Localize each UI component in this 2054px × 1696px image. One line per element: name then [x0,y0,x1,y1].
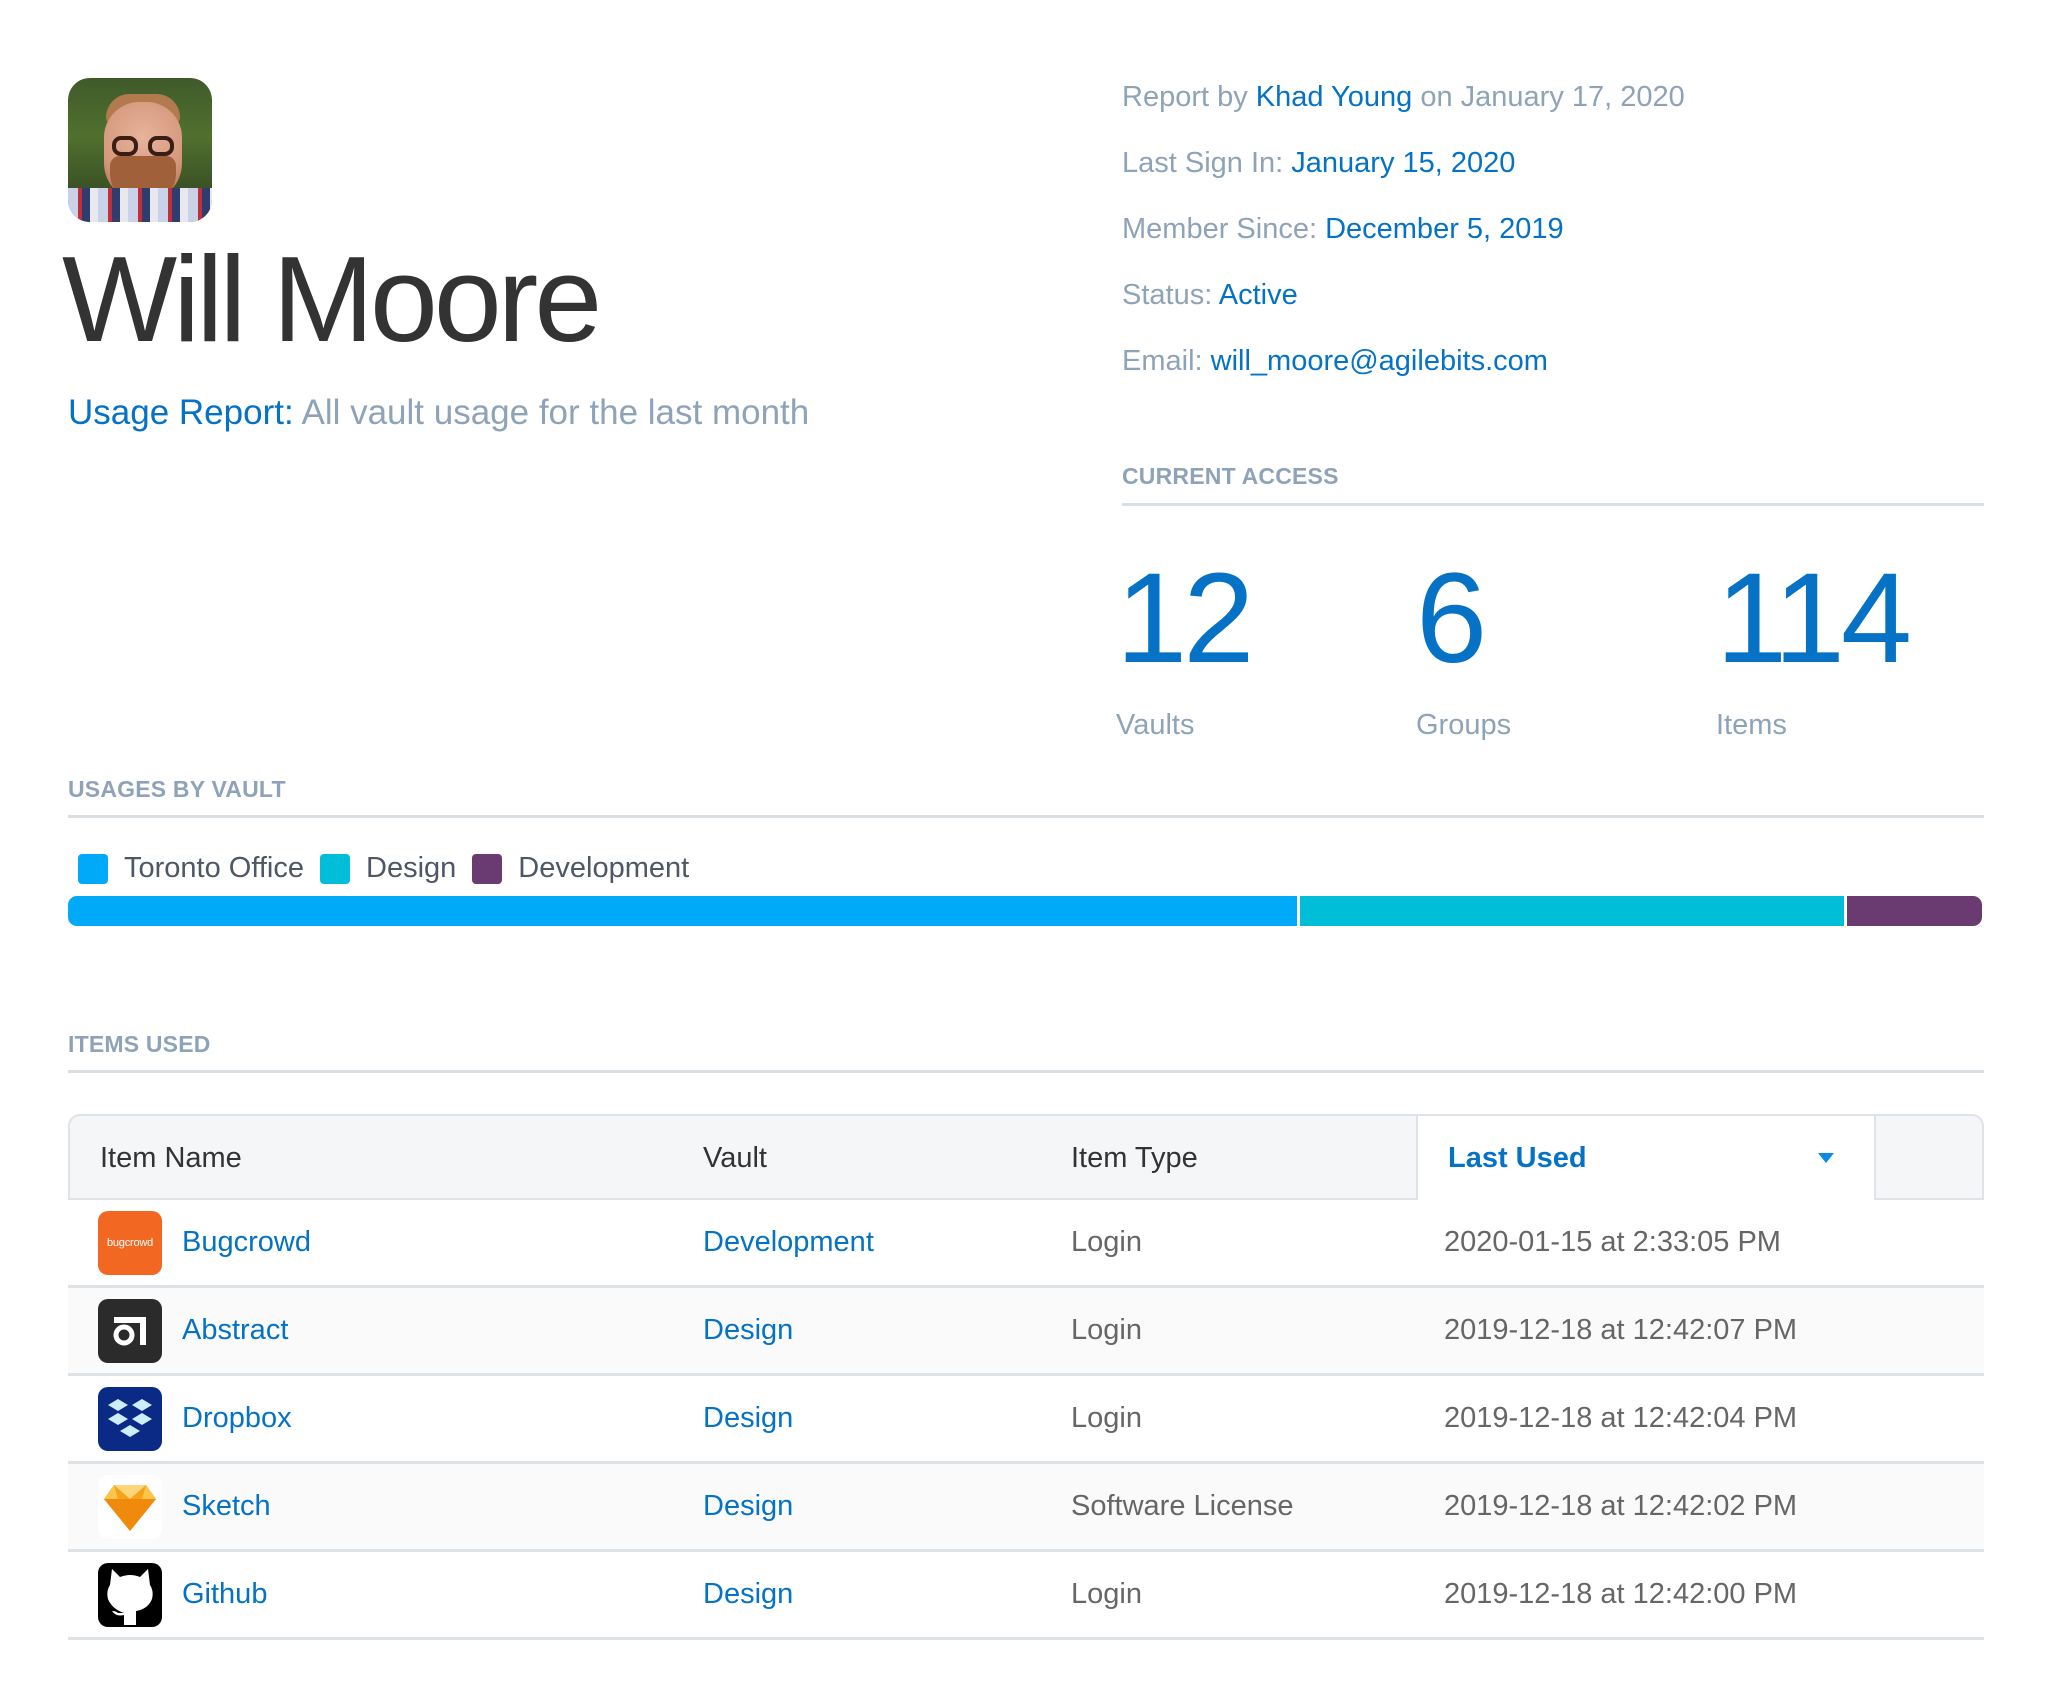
column-header-last-used-label: Last Used [1448,1141,1587,1174]
table-header: Item Name Vault Item Type Last Used [68,1114,1984,1200]
table-row[interactable]: Dropbox Design Login 2019-12-18 at 12:42… [68,1376,1984,1464]
item-name-link[interactable]: Dropbox [182,1402,292,1434]
subtitle-text: All vault usage for the last month [301,393,810,432]
column-header-last-used[interactable]: Last Used [1416,1116,1876,1200]
item-type: Login [1071,1578,1142,1610]
report-by-line: Report by Khad Young on January 17, 2020 [1122,80,1685,115]
stat-label: Items [1716,709,1787,741]
dropbox-icon [98,1386,162,1451]
legend-item-toronto-office: Toronto Office [78,852,304,885]
last-used-time: 2019-12-18 at 12:42:00 PM [1444,1578,1798,1610]
items-used-heading: ITEMS USED [68,1031,211,1057]
avatar [68,78,212,222]
legend-label: Development [518,852,690,884]
stat-value: 6 [1416,547,1487,690]
item-name-cell: Abstract [98,1288,288,1373]
caret-down-icon[interactable] [1818,1153,1834,1163]
item-name-cell: Github [98,1552,267,1637]
current-access-divider [1122,503,1984,506]
table-row[interactable]: Github Design Login 2019-12-18 at 12:42:… [68,1552,1984,1640]
bar-segment-toronto-office[interactable] [68,896,1297,926]
item-name-link[interactable]: Github [182,1578,268,1610]
page-title: Will Moore [62,231,602,367]
avatar-glasses [112,136,174,156]
item-type: Login [1071,1314,1142,1346]
usage-legend: Toronto Office Design Development [78,852,705,885]
status-line: Status: Active [1122,278,1298,313]
status-label: Status: [1122,279,1213,311]
legend-swatch [78,853,108,884]
bar-segment-development[interactable] [1844,896,1982,926]
stat-items: 114 Items [1716,555,2016,742]
status-badge: Active [1218,279,1298,311]
vault-link[interactable]: Design [703,1314,794,1346]
item-name-cell: Sketch [98,1464,271,1549]
last-sign-in-line: Last Sign In: January 15, 2020 [1122,146,1515,181]
column-header-vault[interactable]: Vault [703,1141,767,1174]
vault-link[interactable]: Design [703,1578,794,1610]
report-prefix: Report by [1122,81,1248,113]
member-since-label: Member Since: [1122,213,1318,245]
legend-swatch [320,853,351,884]
current-access-heading: CURRENT ACCESS [1122,463,1339,489]
usages-divider [68,815,1984,818]
item-type: Login [1071,1226,1142,1258]
email-link[interactable]: will_moore@agilebits.com [1210,345,1548,377]
report-author-link[interactable]: Khad Young [1255,81,1413,113]
item-type: Software License [1071,1490,1294,1522]
item-name-link[interactable]: Abstract [182,1314,289,1346]
item-name-link[interactable]: Sketch [182,1490,271,1522]
legend-swatch [472,853,503,884]
bugcrowd-icon: bugcrowd [98,1210,162,1275]
stat-label: Vaults [1116,709,1195,741]
vault-link[interactable]: Design [703,1402,794,1434]
legend-item-development: Development [472,852,689,885]
sketch-icon [98,1474,162,1539]
stat-vaults: 12 Vaults [1116,555,1416,742]
column-header-item-name[interactable]: Item Name [100,1141,242,1174]
item-name-cell: Dropbox [98,1376,292,1461]
email-label: Email: [1122,345,1203,377]
report-subtitle: Usage Report: All vault usage for the la… [68,392,809,434]
subtitle-label: Usage Report: [68,393,294,432]
last-sign-in-value: January 15, 2020 [1291,147,1516,179]
member-since-line: Member Since: December 5, 2019 [1122,212,1564,247]
table-row[interactable]: Sketch Design Software License 2019-12-1… [68,1464,1984,1552]
table-row[interactable]: Abstract Design Login 2019-12-18 at 12:4… [68,1288,1984,1376]
avatar-shirt [68,188,212,222]
legend-label: Design [366,852,457,884]
stat-value: 12 [1116,547,1254,690]
vault-link[interactable]: Design [703,1490,794,1522]
item-name-link[interactable]: Bugcrowd [182,1226,311,1258]
vault-link[interactable]: Development [703,1226,874,1258]
last-used-time: 2019-12-18 at 12:42:04 PM [1444,1402,1798,1434]
stat-label: Groups [1416,709,1512,741]
last-used-time: 2019-12-18 at 12:42:07 PM [1444,1314,1798,1346]
last-sign-in-label: Last Sign In: [1122,147,1284,179]
usages-by-vault-heading: USAGES BY VAULT [68,776,286,802]
last-used-time: 2020-01-15 at 2:33:05 PM [1444,1226,1781,1258]
member-since-value: December 5, 2019 [1325,213,1564,245]
stat-value: 114 [1716,547,1912,690]
github-icon [98,1562,162,1627]
column-header-item-type[interactable]: Item Type [1071,1141,1198,1174]
stat-groups: 6 Groups [1416,555,1716,742]
email-line: Email: will_moore@agilebits.com [1122,344,1548,379]
legend-item-design: Design [320,852,456,885]
last-used-time: 2019-12-18 at 12:42:02 PM [1444,1490,1798,1522]
items-used-divider [68,1070,1984,1073]
table-row[interactable]: bugcrowd Bugcrowd Development Login 2020… [68,1200,1984,1288]
item-name-cell: bugcrowd Bugcrowd [98,1200,311,1285]
usage-stacked-bar [68,896,1982,926]
report-date: on January 17, 2020 [1420,81,1685,113]
abstract-icon [98,1298,162,1363]
bar-segment-design[interactable] [1296,896,1845,926]
items-table: Item Name Vault Item Type Last Used bugc… [68,1114,1984,1640]
legend-label: Toronto Office [124,852,305,884]
item-type: Login [1071,1402,1142,1434]
